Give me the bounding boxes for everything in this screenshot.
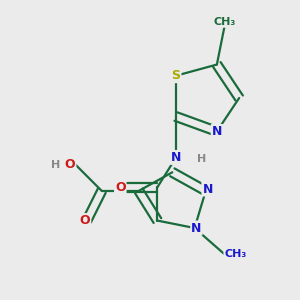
Text: N: N: [202, 182, 213, 196]
Text: N: N: [191, 221, 202, 235]
Text: O: O: [65, 158, 75, 171]
Text: N: N: [212, 125, 222, 138]
Text: S: S: [172, 69, 181, 82]
Text: H: H: [51, 160, 60, 170]
Text: H: H: [197, 154, 207, 164]
Text: N: N: [171, 151, 181, 164]
Text: O: O: [80, 214, 90, 227]
Text: O: O: [115, 181, 126, 194]
Text: CH₃: CH₃: [224, 249, 247, 259]
Text: CH₃: CH₃: [213, 17, 236, 27]
